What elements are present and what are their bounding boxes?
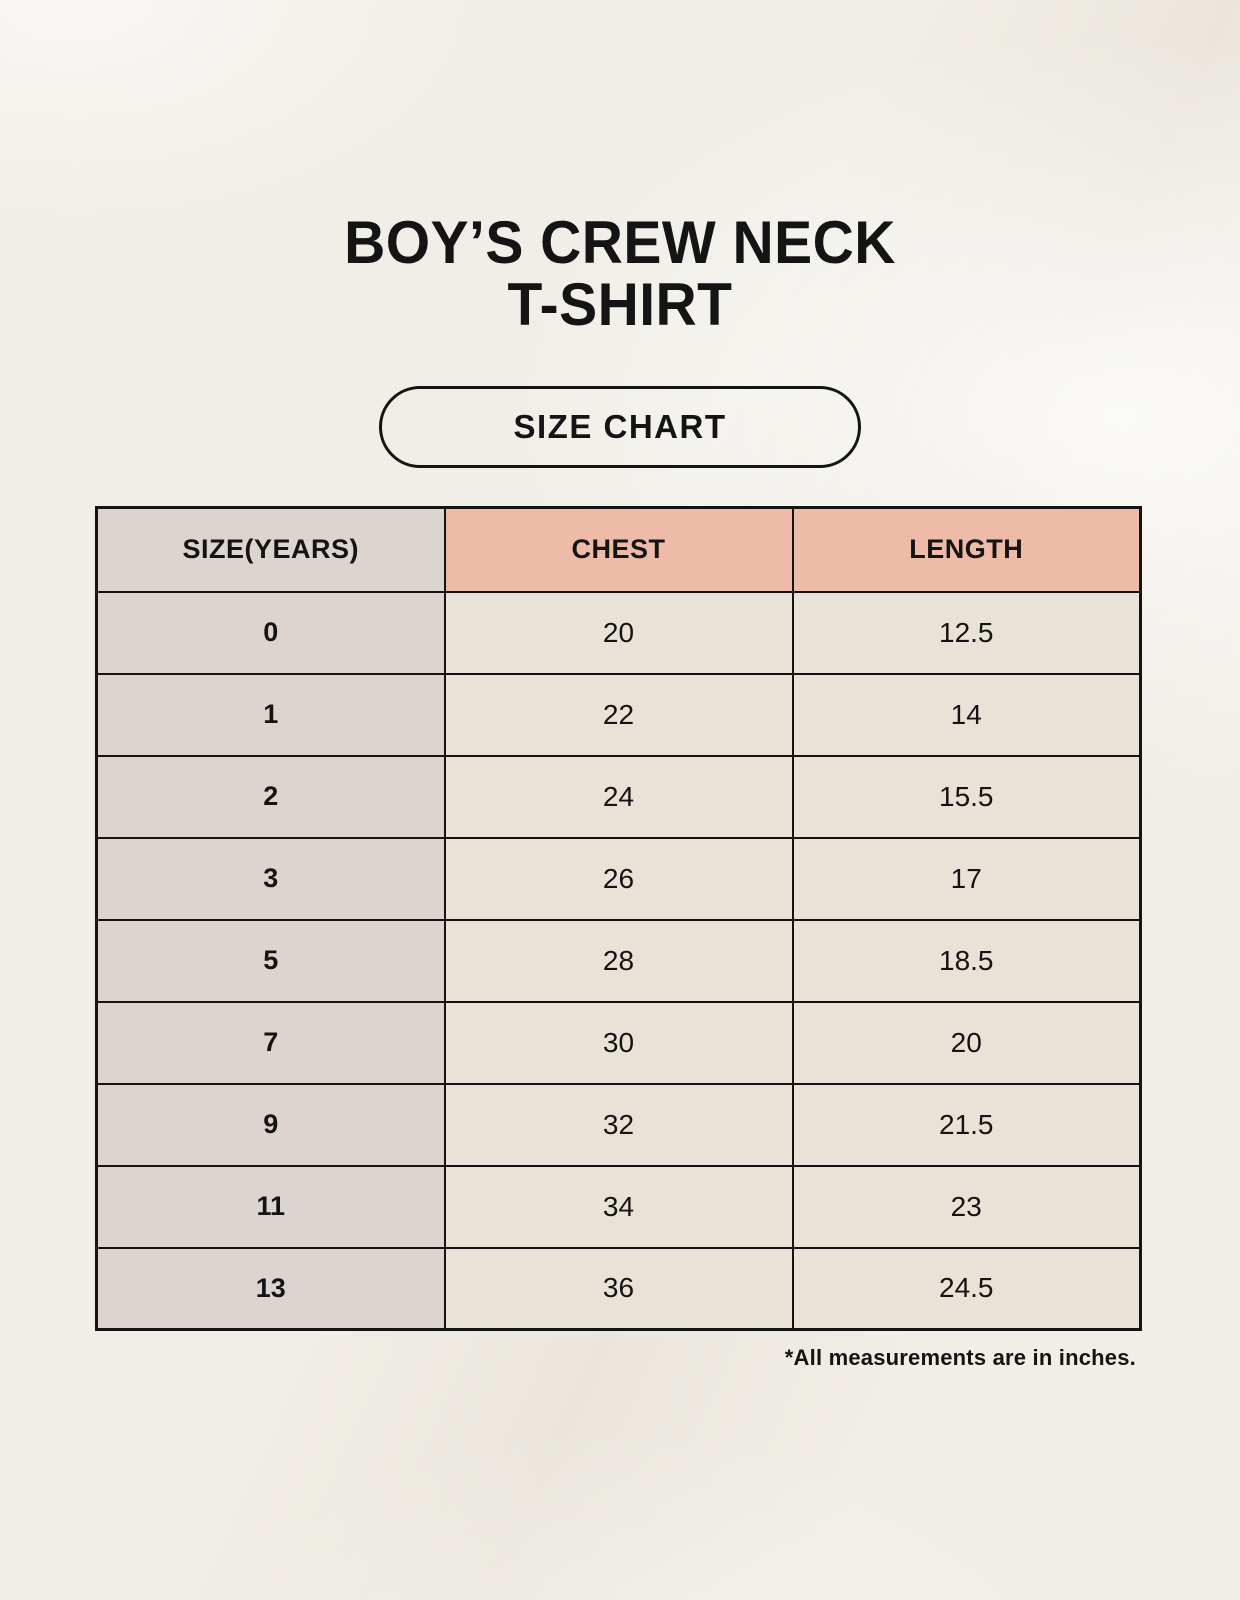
- length-cell: 15.5: [791, 754, 1142, 839]
- table-row: 2 24 15.5: [95, 754, 1142, 839]
- length-cell: 20: [791, 1000, 1142, 1085]
- size-cell: 9: [95, 1082, 446, 1167]
- table-row: 13 36 24.5: [95, 1246, 1142, 1331]
- column-header-size-years: SIZE(YEARS): [95, 506, 446, 593]
- measurements-footnote: *All measurements are in inches.: [784, 1345, 1136, 1370]
- size-chart-table-container: SIZE(YEARS) CHEST LENGTH 0 20 12.5 1 22 14 2 24…: [95, 506, 1142, 1331]
- size-chart-table: SIZE(YEARS) CHEST LENGTH 0 20 12.5 1 22 14 2 24…: [95, 506, 1142, 1331]
- table-row: 1 22 14: [95, 672, 1142, 757]
- table-row: 9 32 21.5: [95, 1082, 1142, 1167]
- size-chart-badge-label: SIZE CHART: [513, 408, 727, 445]
- page-title-line1: BOY’S CREW NECK: [344, 209, 896, 276]
- size-cell: 13: [95, 1246, 446, 1331]
- chest-cell: 30: [443, 1000, 794, 1085]
- chest-cell: 34: [443, 1164, 794, 1249]
- size-cell: 3: [95, 836, 446, 921]
- column-header-length: LENGTH: [791, 506, 1142, 593]
- size-cell: 2: [95, 754, 446, 839]
- chest-cell: 32: [443, 1082, 794, 1167]
- size-cell: 11: [95, 1164, 446, 1249]
- table-header-row: SIZE(YEARS) CHEST LENGTH: [95, 506, 1142, 593]
- size-table-body: 0 20 12.5 1 22 14 2 24 15.5 3 26 17 5 28 18.5 7 30 20 9 32 2…: [95, 590, 1142, 1331]
- table-row: 0 20 12.5: [95, 590, 1142, 675]
- chest-cell: 24: [443, 754, 794, 839]
- size-cell: 7: [95, 1000, 446, 1085]
- table-row: 5 28 18.5: [95, 918, 1142, 1003]
- size-cell: 1: [95, 672, 446, 757]
- table-header: SIZE(YEARS) CHEST LENGTH: [95, 506, 1142, 593]
- chest-cell: 28: [443, 918, 794, 1003]
- chest-cell: 26: [443, 836, 794, 921]
- size-cell: 5: [95, 918, 446, 1003]
- length-cell: 23: [791, 1164, 1142, 1249]
- table-row: 11 34 23: [95, 1164, 1142, 1249]
- length-cell: 14: [791, 672, 1142, 757]
- size-chart-badge: SIZE CHART: [379, 386, 861, 468]
- chest-cell: 20: [443, 590, 794, 675]
- table-row: 7 30 20: [95, 1000, 1142, 1085]
- length-cell: 21.5: [791, 1082, 1142, 1167]
- table-row: 3 26 17: [95, 836, 1142, 921]
- chest-cell: 22: [443, 672, 794, 757]
- column-header-chest: CHEST: [443, 506, 794, 593]
- page-title: BOY’S CREW NECK T-SHIRT: [31, 212, 1209, 336]
- length-cell: 12.5: [791, 590, 1142, 675]
- length-cell: 24.5: [791, 1246, 1142, 1331]
- size-cell: 0: [95, 590, 446, 675]
- length-cell: 17: [791, 836, 1142, 921]
- page-title-line2: T-SHIRT: [507, 271, 733, 338]
- chest-cell: 36: [443, 1246, 794, 1331]
- length-cell: 18.5: [791, 918, 1142, 1003]
